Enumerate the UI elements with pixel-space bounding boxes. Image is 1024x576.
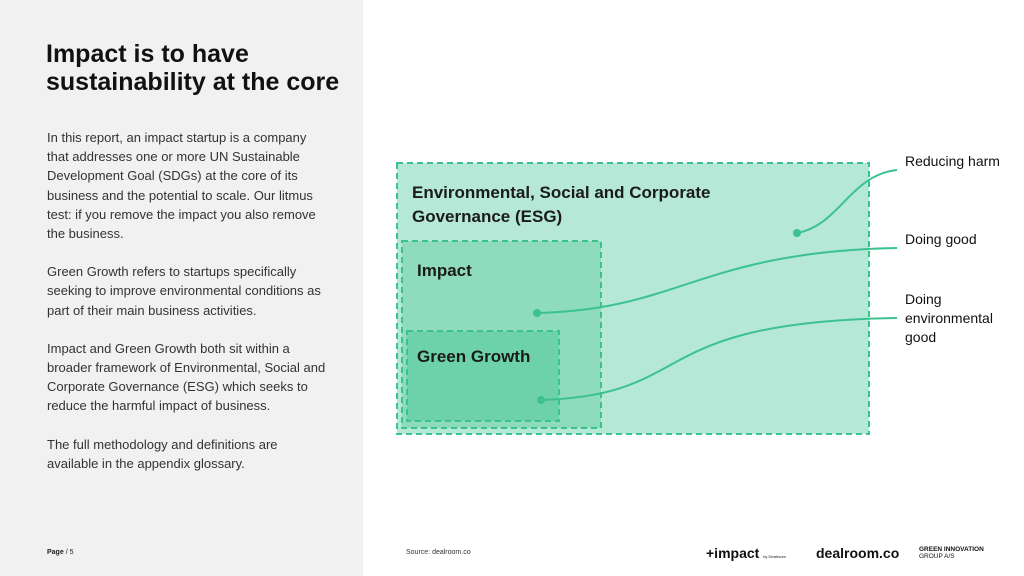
page-number: Page / 5	[47, 549, 73, 556]
impact-box-label: Impact	[417, 261, 472, 280]
label-doing-good: Doing good	[905, 231, 977, 247]
left-panel	[0, 0, 363, 576]
connector-doing-environmental-good	[540, 317, 898, 401]
green-growth-box-label: Green Growth	[417, 347, 531, 366]
esg-box-label: Environmental, Social and Corporate Gove…	[412, 183, 711, 226]
paragraph-methodology: The full methodology and definitions are…	[47, 436, 278, 471]
impact-logo-text: +impact	[706, 545, 760, 561]
dot-impact	[533, 309, 541, 317]
impact-logo-sub: by Dealroom	[763, 554, 786, 559]
paragraph-green-growth: Green Growth refers to startups specific…	[47, 264, 321, 318]
source-note: Source: dealroom.co	[406, 549, 471, 556]
dot-green-growth	[537, 396, 545, 404]
green-innovation-logo-sub: GROUP A/S	[919, 553, 955, 560]
label-reducing-harm: Reducing harm	[905, 153, 1000, 169]
page-title: Impact is to have sustainability at the …	[46, 40, 340, 96]
connector-doing-good	[536, 247, 898, 314]
paragraph-impact-definition: In this report, an impact startup is a c…	[47, 130, 316, 242]
green-growth-box	[406, 330, 560, 422]
green-innovation-logo: GREEN INNOVATION GROUP A/S	[919, 546, 984, 560]
page-value: / 5	[65, 549, 74, 556]
impact-logo: +impact by Dealroom	[706, 545, 786, 561]
label-doing-environmental-good: Doing environmental good	[905, 291, 993, 345]
paragraph-esg: Impact and Green Growth both sit within …	[47, 340, 326, 414]
body-text: In this report, an impact startup is a c…	[47, 128, 327, 492]
connector-reducing-harm	[796, 169, 898, 234]
page-label: Page	[47, 549, 64, 556]
dot-esg	[793, 229, 801, 237]
dealroom-logo: dealroom.co	[816, 545, 900, 561]
green-innovation-logo-text: GREEN INNOVATION	[919, 546, 984, 553]
